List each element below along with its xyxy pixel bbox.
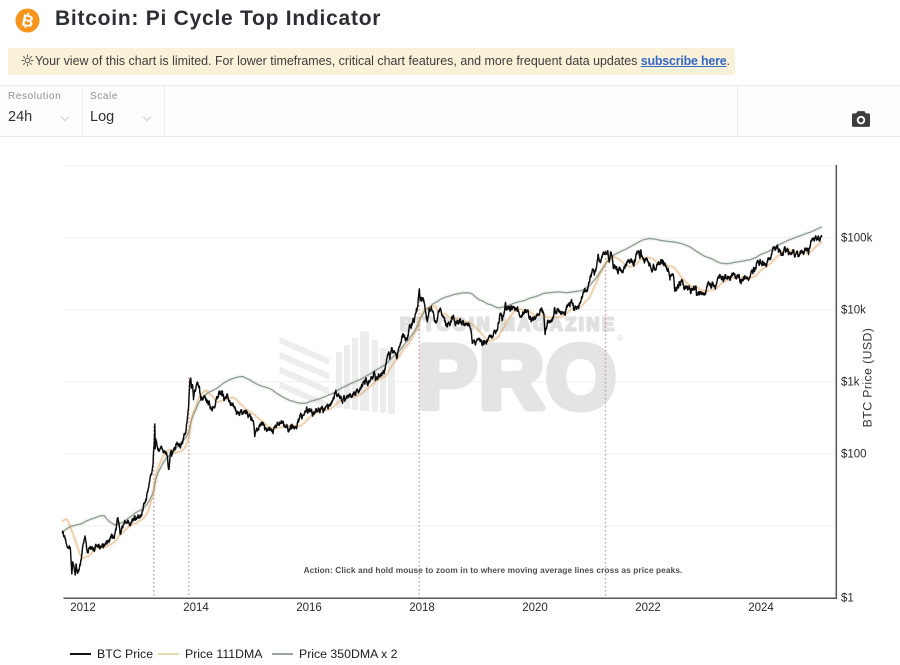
svg-text:Action: Click and hold mouse t: Action: Click and hold mouse to zoom in …	[304, 565, 683, 575]
svg-text:$1k: $1k	[841, 377, 860, 389]
svg-text:2016: 2016	[296, 602, 322, 614]
svg-text:$100k: $100k	[841, 233, 873, 245]
svg-text:2024: 2024	[748, 602, 774, 614]
svg-text:2020: 2020	[522, 602, 548, 614]
svg-text:2022: 2022	[635, 602, 661, 614]
svg-text:$10k: $10k	[841, 305, 866, 317]
svg-text:B: B	[20, 11, 35, 31]
svg-text:PRO: PRO	[417, 328, 618, 428]
svg-text:2012: 2012	[70, 602, 96, 614]
svg-text:2018: 2018	[409, 602, 435, 614]
svg-text:$1: $1	[841, 593, 854, 605]
svg-text:®: ®	[617, 334, 623, 343]
svg-text:$100: $100	[841, 449, 867, 461]
svg-text:2014: 2014	[183, 602, 209, 614]
svg-text:BTC Price (USD): BTC Price (USD)	[861, 328, 875, 428]
